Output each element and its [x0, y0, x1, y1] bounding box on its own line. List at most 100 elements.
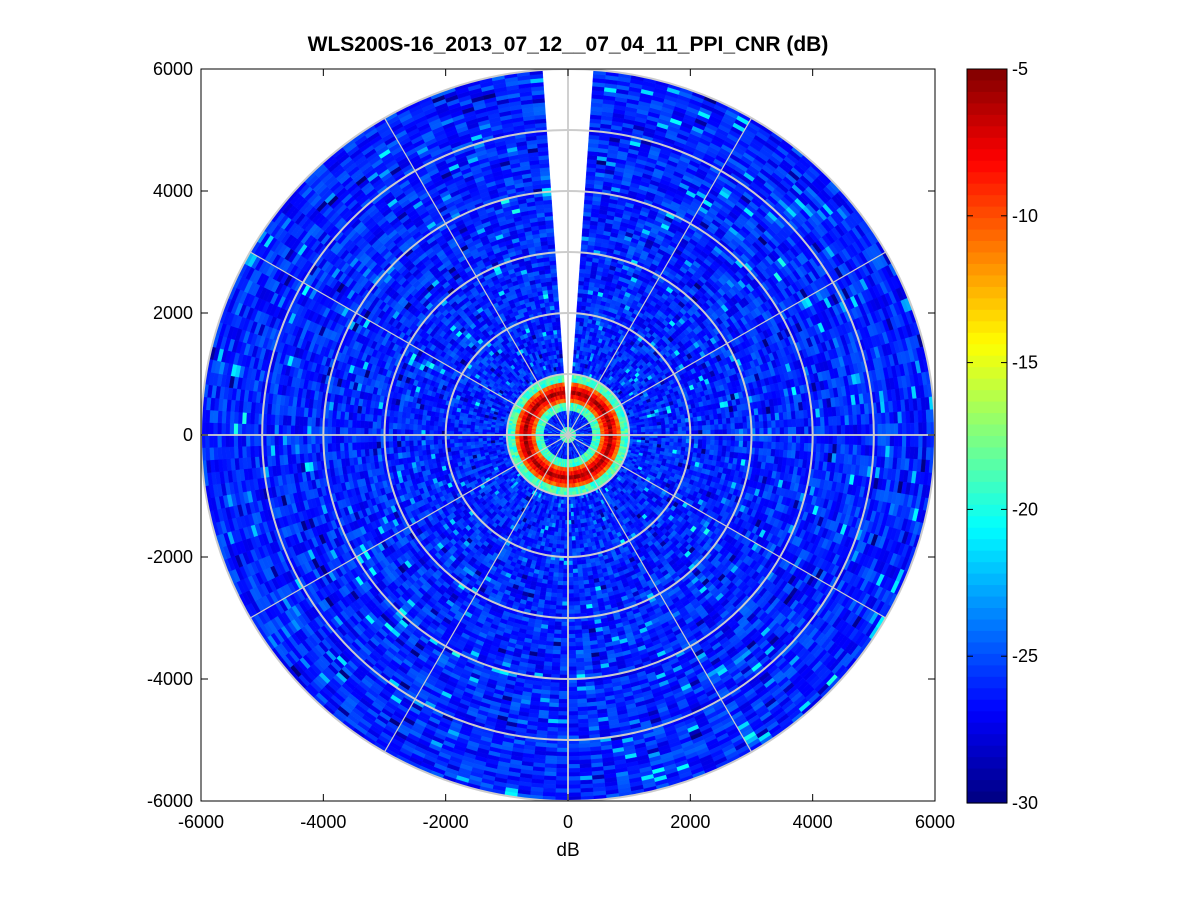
ppi-cell [803, 418, 809, 427]
ppi-cell [681, 426, 687, 432]
ppi-cell [775, 427, 781, 436]
ppi-cell [771, 441, 777, 450]
ppi-cell [693, 421, 699, 427]
ppi-cell [844, 415, 850, 426]
ppi-cell [669, 441, 674, 447]
ppi-cell [734, 446, 740, 454]
ppi-cell [828, 443, 834, 454]
ppi-cell [816, 425, 822, 436]
ppi-cell [677, 442, 683, 448]
ppi-cell [819, 416, 825, 427]
ppi-cell [734, 416, 740, 424]
ppi-cell [787, 434, 793, 444]
ppi-cell [848, 424, 854, 436]
ppi-cell [580, 256, 587, 262]
ppi-cell [665, 427, 671, 432]
ppi-cell [820, 425, 826, 436]
ppi-cell [721, 418, 727, 425]
ppi-cell [669, 423, 674, 429]
ppi-cell [828, 425, 834, 436]
ppi-cell [681, 438, 687, 444]
ppi-cell [717, 445, 723, 452]
ppi-cell [701, 415, 707, 422]
ppi-cell [743, 428, 748, 436]
ppi-cell [800, 426, 805, 436]
ppi-cell [701, 420, 707, 426]
ppi-cell [755, 428, 760, 436]
ppi-cell [816, 434, 822, 445]
ppi-cell [796, 426, 801, 436]
ppi-cell [910, 422, 915, 436]
ppi-cell [718, 424, 724, 430]
ppi-cell [661, 424, 666, 429]
ppi-cell [681, 442, 687, 448]
ppi-cell [783, 442, 789, 451]
ppi-cell [738, 434, 744, 442]
ppi-cell [734, 422, 740, 430]
ppi-cell [710, 424, 715, 431]
ppi-cell [713, 444, 719, 451]
ppi-cell [897, 434, 903, 447]
ppi-cell [897, 423, 903, 436]
ppi-cell [791, 434, 797, 444]
ppi-cell [881, 423, 887, 436]
ppi-cell [581, 301, 587, 307]
ppi-cell [580, 244, 589, 250]
ppi-cell [657, 428, 662, 433]
ppi-cell [783, 419, 789, 428]
ppi-cell [771, 434, 777, 443]
ppi-cell [575, 321, 581, 327]
ppi-cell [906, 434, 911, 448]
ppi-cell [775, 442, 781, 450]
ppi-cell [632, 429, 638, 433]
ppi-cell [575, 325, 580, 331]
ppi-cell [901, 434, 907, 447]
ppi-cell [791, 418, 797, 428]
ppi-cell [754, 447, 760, 456]
ppi-cell [693, 439, 699, 445]
ppi-cell [893, 434, 899, 447]
ppi-cell [889, 423, 895, 436]
ppi-cell [758, 421, 764, 429]
ppi-cell [799, 418, 805, 428]
ppi-cell [926, 434, 932, 448]
ppi-cell [922, 422, 928, 436]
ppi-cell [795, 418, 801, 428]
ppi-cell [645, 437, 650, 441]
ppi-cell [804, 434, 809, 444]
ppi-cell [576, 300, 583, 306]
ppi-cell [767, 441, 772, 450]
ppi-cell [657, 424, 662, 429]
ppi-cell [860, 414, 866, 425]
ppi-cell [877, 423, 883, 436]
ppi-cell [577, 288, 584, 294]
ppi-cell [742, 416, 748, 424]
ppi-cell [775, 434, 781, 443]
ppi-cell [677, 422, 683, 428]
ppi-cell [742, 446, 748, 454]
ppi-cell [673, 438, 679, 443]
ppi-cell [578, 272, 586, 278]
ppi-cell [673, 442, 679, 447]
ppi-cell [759, 427, 764, 436]
ppi-cell [738, 440, 744, 448]
ppi-cell [701, 448, 707, 455]
ppi-cell [800, 434, 805, 444]
ppi-cell [730, 440, 736, 447]
ppi-cell [824, 434, 830, 445]
ppi-cell [832, 444, 838, 454]
ppi-cell [864, 445, 870, 457]
ppi-cell [742, 440, 748, 448]
ppi-cell [865, 424, 870, 436]
ppi-cell [844, 425, 850, 436]
ppi-cell [579, 260, 587, 266]
ppi-cell [673, 423, 679, 428]
ppi-cell [725, 417, 731, 425]
ppi-cell [914, 422, 919, 436]
ppi-cell [577, 292, 584, 298]
ppi-cell [669, 427, 675, 432]
ppi-cell [763, 427, 769, 436]
ppi-cell [681, 422, 687, 428]
ppi-cell [576, 304, 582, 310]
